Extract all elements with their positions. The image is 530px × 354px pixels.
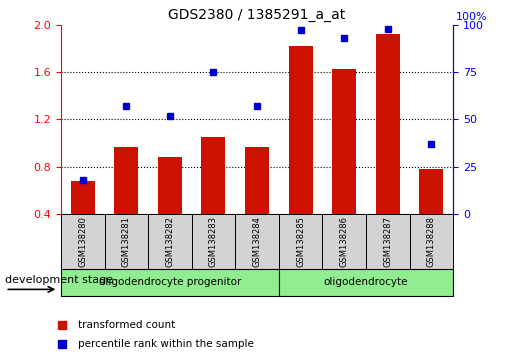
Text: GSM138287: GSM138287 [383,216,392,267]
Text: GSM138285: GSM138285 [296,216,305,267]
FancyBboxPatch shape [61,214,104,269]
Text: GSM138288: GSM138288 [427,216,436,267]
Bar [419,169,443,214]
Title: GDS2380 / 1385291_a_at: GDS2380 / 1385291_a_at [169,8,346,22]
Text: GSM138282: GSM138282 [165,216,174,267]
Text: GSM138281: GSM138281 [122,216,131,267]
FancyBboxPatch shape [410,214,453,269]
Text: oligodendrocyte: oligodendrocyte [324,277,408,287]
Text: GSM138284: GSM138284 [253,216,261,267]
Text: transformed count: transformed count [78,320,175,330]
FancyBboxPatch shape [366,214,410,269]
Text: GSM138280: GSM138280 [78,216,87,267]
FancyBboxPatch shape [279,214,322,269]
Bar [71,181,95,214]
Bar [289,46,313,214]
Bar [114,147,138,214]
Text: percentile rank within the sample: percentile rank within the sample [78,339,254,349]
Text: development stage: development stage [5,275,113,285]
FancyBboxPatch shape [61,269,279,296]
Text: oligodendrocyte progenitor: oligodendrocyte progenitor [99,277,241,287]
Bar [376,34,400,214]
FancyBboxPatch shape [279,269,453,296]
FancyBboxPatch shape [235,214,279,269]
Text: 100%: 100% [456,12,488,22]
Text: GSM138283: GSM138283 [209,216,218,267]
Bar [332,69,356,214]
FancyBboxPatch shape [148,214,192,269]
Bar [245,147,269,214]
FancyBboxPatch shape [104,214,148,269]
FancyBboxPatch shape [322,214,366,269]
Text: GSM138286: GSM138286 [340,216,349,267]
Bar [201,137,225,214]
FancyBboxPatch shape [192,214,235,269]
Bar [158,157,182,214]
